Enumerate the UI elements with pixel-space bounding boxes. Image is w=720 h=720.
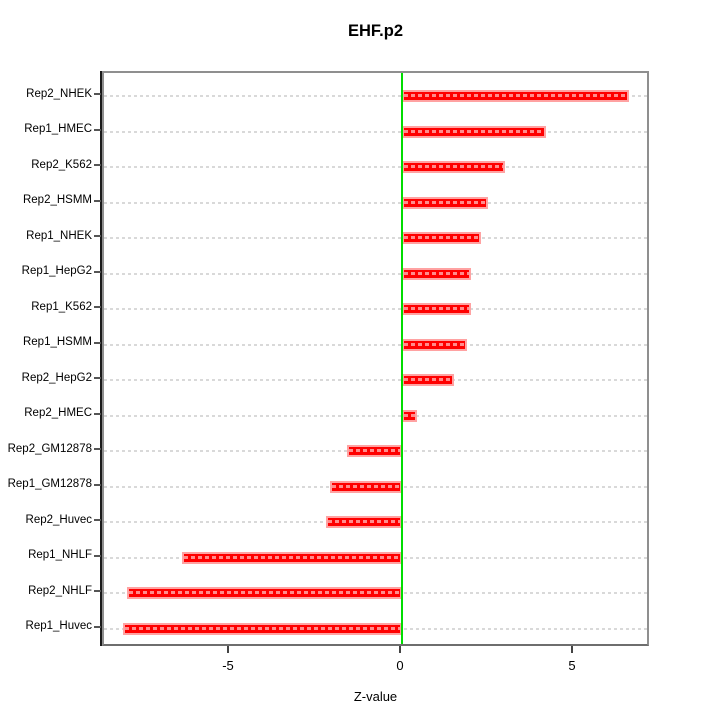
y-axis-label-Rep2_K562: Rep2_K562 bbox=[31, 158, 92, 171]
y-axis-tick bbox=[94, 412, 101, 415]
y-axis-label-Rep2_HepG2: Rep2_HepG2 bbox=[21, 371, 92, 384]
gridline bbox=[104, 166, 647, 169]
x-axis-title: Z-value bbox=[353, 689, 398, 704]
gridline bbox=[104, 272, 647, 275]
bar-Rep2_NHLF bbox=[126, 587, 402, 600]
gridline bbox=[104, 308, 647, 311]
y-axis-tick bbox=[94, 554, 101, 557]
y-axis-tick bbox=[94, 93, 101, 95]
y-axis-tick bbox=[94, 483, 101, 486]
y-axis-tick bbox=[94, 519, 101, 522]
x-axis-tick bbox=[571, 646, 573, 653]
y-axis-tick bbox=[94, 306, 101, 309]
y-axis-tick bbox=[94, 128, 101, 131]
y-axis-label-Rep1_HSMM: Rep1_HSMM bbox=[22, 336, 92, 349]
y-axis-label-Rep1_NHEK: Rep1_NHEK bbox=[26, 229, 92, 242]
gridline bbox=[104, 201, 647, 204]
y-axis-label-Rep2_GM12878: Rep2_GM12878 bbox=[7, 442, 92, 455]
y-axis-tick bbox=[94, 625, 101, 628]
bar-Rep2_Huvec bbox=[326, 516, 402, 529]
gridline bbox=[104, 414, 647, 417]
gridline bbox=[104, 95, 647, 97]
y-axis-label-Rep2_NHEK: Rep2_NHEK bbox=[26, 87, 92, 100]
y-axis-tick bbox=[94, 590, 101, 593]
bar-Rep2_GM12878 bbox=[346, 445, 402, 458]
y-axis-tick bbox=[94, 164, 101, 167]
y-axis-label-Rep2_HSMM: Rep2_HSMM bbox=[22, 194, 92, 207]
plot-area bbox=[102, 71, 649, 646]
y-axis-spine bbox=[100, 71, 102, 646]
y-axis-tick bbox=[94, 341, 101, 344]
gridline bbox=[104, 130, 647, 133]
bar-Rep1_HepG2 bbox=[402, 267, 471, 280]
y-axis-tick bbox=[94, 377, 101, 380]
y-axis-label-Rep1_HMEC: Rep1_HMEC bbox=[24, 123, 92, 136]
bar-Rep2_HMEC bbox=[402, 409, 418, 422]
y-axis-label-Rep1_GM12878: Rep1_GM12878 bbox=[7, 478, 92, 491]
chart-title: EHF.p2 bbox=[347, 22, 403, 40]
bar-Rep1_NHEK bbox=[402, 232, 482, 245]
x-axis-tick-label: -5 bbox=[222, 658, 234, 673]
y-axis-label-Rep1_K562: Rep1_K562 bbox=[31, 300, 92, 313]
bar-Rep1_HMEC bbox=[402, 125, 547, 138]
x-axis-tick-label: 5 bbox=[568, 658, 576, 673]
bar-Rep2_K562 bbox=[402, 161, 506, 174]
y-axis-label-Rep1_Huvec: Rep1_Huvec bbox=[25, 620, 92, 633]
x-axis-tick bbox=[227, 646, 229, 653]
bar-Rep1_Huvec bbox=[123, 622, 402, 635]
y-axis-tick bbox=[94, 199, 101, 202]
bar-Rep1_NHLF bbox=[181, 551, 402, 564]
gridline bbox=[104, 237, 647, 240]
x-axis-tick bbox=[399, 646, 401, 653]
x-axis-tick-label: 0 bbox=[396, 658, 404, 673]
y-axis-label-Rep1_HepG2: Rep1_HepG2 bbox=[21, 265, 92, 278]
bar-Rep1_GM12878 bbox=[329, 480, 402, 493]
y-axis-tick bbox=[94, 448, 101, 451]
y-axis-tick bbox=[94, 270, 101, 273]
gridline bbox=[104, 343, 647, 346]
y-axis-label-Rep2_NHLF: Rep2_NHLF bbox=[28, 584, 92, 597]
y-axis-label-Rep2_HMEC: Rep2_HMEC bbox=[24, 407, 92, 420]
y-axis-label-Rep2_Huvec: Rep2_Huvec bbox=[25, 513, 92, 526]
bar-Rep1_K562 bbox=[402, 303, 471, 316]
bar-Rep2_HSMM bbox=[402, 196, 488, 209]
bar-Rep2_NHEK bbox=[402, 90, 630, 102]
y-axis-label-Rep1_NHLF: Rep1_NHLF bbox=[28, 549, 92, 562]
y-axis-tick bbox=[94, 235, 101, 238]
bar-Rep2_HepG2 bbox=[402, 374, 454, 387]
zero-reference-line bbox=[401, 73, 403, 644]
gridline bbox=[104, 379, 647, 382]
bar-Rep1_HSMM bbox=[402, 338, 468, 351]
